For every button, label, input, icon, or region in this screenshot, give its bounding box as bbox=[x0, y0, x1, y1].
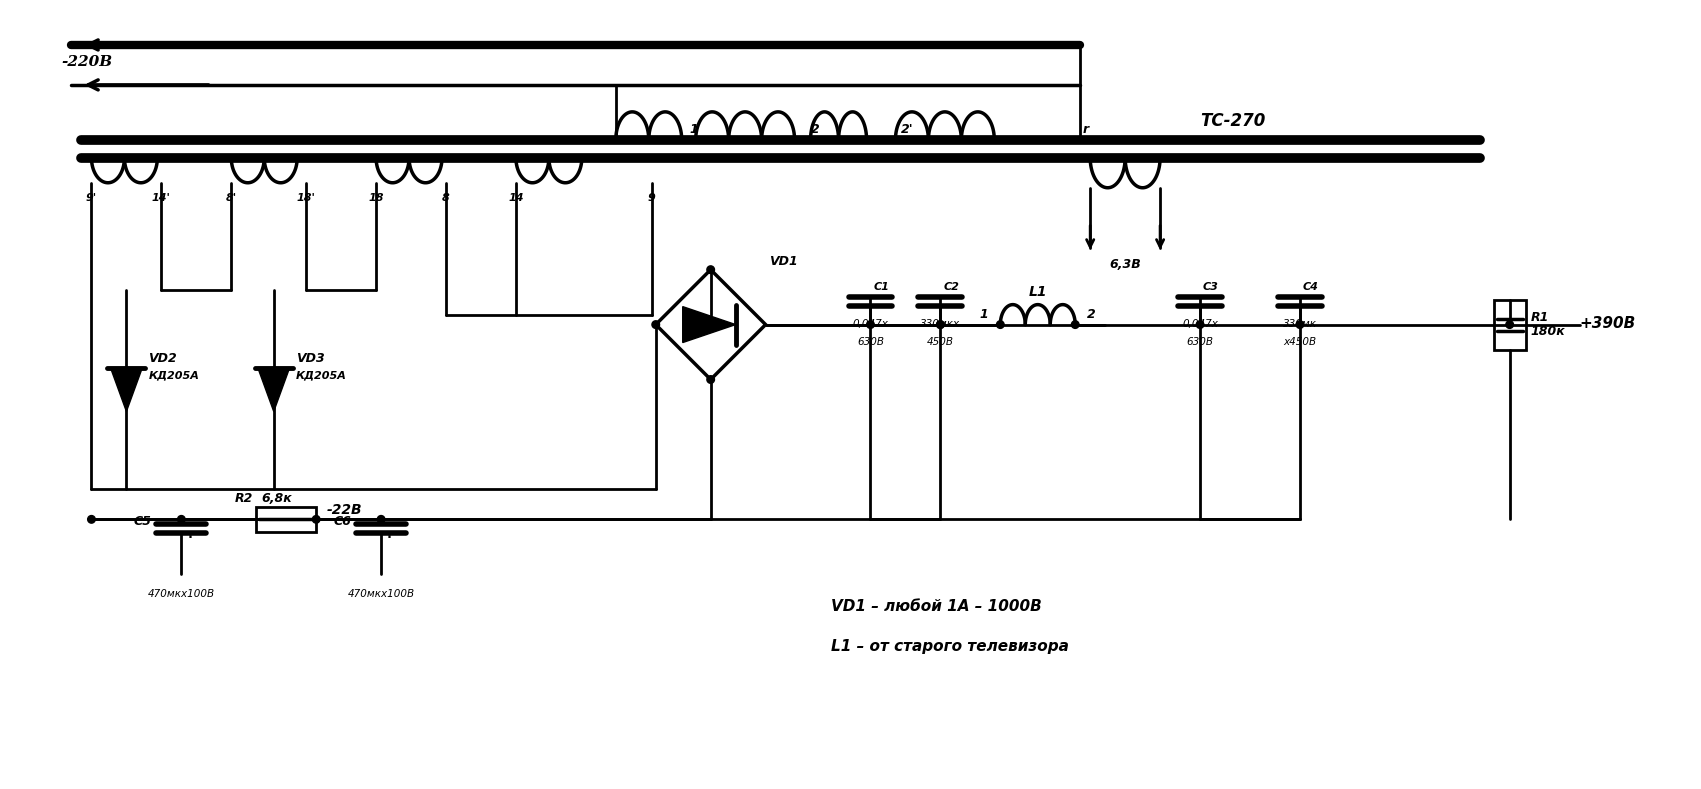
Text: 8': 8' bbox=[226, 193, 236, 203]
Text: -220В: -220В bbox=[61, 55, 112, 69]
Bar bbox=[1493, 300, 1526, 350]
Text: L1: L1 bbox=[1029, 285, 1048, 298]
Text: VD1 – любой 1А – 1000В: VD1 – любой 1А – 1000В bbox=[830, 599, 1041, 615]
Text: 14': 14' bbox=[151, 193, 170, 203]
Circle shape bbox=[937, 321, 944, 328]
Text: 2': 2' bbox=[902, 123, 913, 136]
Text: 14: 14 bbox=[509, 193, 524, 203]
Text: R2: R2 bbox=[235, 492, 253, 505]
Circle shape bbox=[88, 515, 95, 523]
Circle shape bbox=[378, 515, 384, 523]
Text: +390В: +390В bbox=[1580, 316, 1636, 331]
Circle shape bbox=[708, 376, 714, 383]
Circle shape bbox=[1296, 321, 1303, 328]
Text: ·: · bbox=[187, 529, 194, 548]
Text: 6,3В: 6,3В bbox=[1109, 258, 1141, 271]
Text: 1: 1 bbox=[980, 308, 988, 320]
Text: 0,047х: 0,047х bbox=[852, 319, 888, 328]
Circle shape bbox=[651, 321, 660, 328]
Text: х450В: х450В bbox=[1283, 337, 1317, 346]
Text: C3: C3 bbox=[1203, 282, 1220, 292]
Text: L1 – от старого телевизора: L1 – от старого телевизора bbox=[830, 639, 1068, 654]
Text: 630В: 630В bbox=[1187, 337, 1213, 346]
Bar bbox=[257, 507, 316, 532]
Text: 2: 2 bbox=[811, 123, 820, 136]
Circle shape bbox=[313, 515, 320, 523]
Text: C4: C4 bbox=[1303, 282, 1318, 292]
Circle shape bbox=[1505, 321, 1514, 328]
Text: C5: C5 bbox=[133, 515, 151, 528]
Text: 9': 9' bbox=[85, 193, 97, 203]
Text: 450В: 450В bbox=[927, 337, 954, 346]
Circle shape bbox=[177, 515, 185, 523]
Polygon shape bbox=[111, 368, 143, 412]
Text: ·: · bbox=[386, 529, 393, 548]
Text: 18': 18' bbox=[296, 193, 316, 203]
Circle shape bbox=[997, 321, 1004, 328]
Text: C6: C6 bbox=[333, 515, 350, 528]
Text: 180к: 180к bbox=[1531, 325, 1565, 338]
Text: ТС-270: ТС-270 bbox=[1201, 112, 1266, 130]
Text: 9: 9 bbox=[648, 193, 655, 203]
Circle shape bbox=[1196, 321, 1204, 328]
Text: 330мкх: 330мкх bbox=[920, 319, 961, 328]
Circle shape bbox=[937, 321, 944, 328]
Text: VD3: VD3 bbox=[296, 352, 325, 365]
Text: C1: C1 bbox=[874, 282, 890, 292]
Text: VD1: VD1 bbox=[769, 255, 798, 267]
Text: 1: 1 bbox=[689, 123, 697, 136]
Text: 18: 18 bbox=[369, 193, 384, 203]
Text: КД205А: КД205А bbox=[148, 371, 199, 380]
Circle shape bbox=[868, 321, 874, 328]
Polygon shape bbox=[259, 368, 289, 412]
Text: 330мк: 330мк bbox=[1283, 319, 1317, 328]
Text: C2: C2 bbox=[944, 282, 959, 292]
Text: -22В: -22В bbox=[327, 503, 362, 518]
Text: VD2: VD2 bbox=[148, 352, 177, 365]
Text: 630В: 630В bbox=[857, 337, 885, 346]
Circle shape bbox=[1072, 321, 1078, 328]
Text: R1: R1 bbox=[1531, 311, 1550, 324]
Polygon shape bbox=[682, 307, 735, 342]
Circle shape bbox=[708, 266, 714, 274]
Text: 6,8к: 6,8к bbox=[262, 492, 293, 505]
Text: КД205А: КД205А bbox=[296, 371, 347, 380]
Text: 470мкх100В: 470мкх100В bbox=[148, 589, 214, 600]
Text: 0,047х: 0,047х bbox=[1182, 319, 1218, 328]
Text: 8: 8 bbox=[442, 193, 449, 203]
Text: 2: 2 bbox=[1087, 308, 1095, 320]
Text: 470мкх100В: 470мкх100В bbox=[347, 589, 415, 600]
Text: r: r bbox=[1082, 123, 1089, 136]
